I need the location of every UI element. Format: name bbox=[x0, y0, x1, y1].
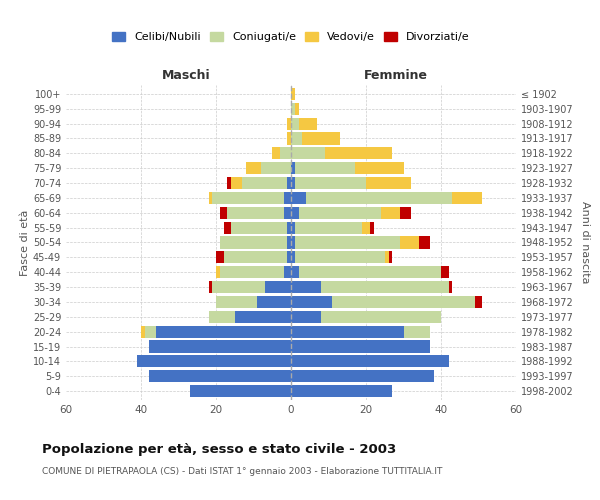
Bar bbox=[291, 102, 295, 115]
Bar bbox=[295, 162, 355, 174]
Bar bbox=[284, 206, 291, 219]
Bar bbox=[291, 88, 295, 100]
Bar bbox=[272, 148, 280, 160]
Bar bbox=[299, 206, 381, 219]
Bar bbox=[291, 118, 299, 130]
Bar bbox=[291, 370, 433, 382]
Y-axis label: Fasce di età: Fasce di età bbox=[20, 210, 30, 276]
Bar bbox=[295, 177, 366, 189]
Text: Maschi: Maschi bbox=[161, 69, 211, 82]
Bar bbox=[284, 266, 291, 278]
Bar bbox=[137, 356, 291, 368]
Bar bbox=[362, 222, 370, 234]
Bar bbox=[291, 132, 302, 144]
Bar bbox=[295, 222, 362, 234]
Bar bbox=[475, 296, 482, 308]
Bar bbox=[216, 252, 223, 264]
Bar bbox=[257, 296, 291, 308]
Bar bbox=[366, 177, 411, 189]
Legend: Celibi/Nubili, Coniugati/e, Vedovi/e, Divorziati/e: Celibi/Nubili, Coniugati/e, Vedovi/e, Di… bbox=[108, 28, 474, 47]
Bar bbox=[321, 281, 449, 293]
Bar bbox=[404, 326, 430, 338]
Bar bbox=[231, 222, 287, 234]
Bar bbox=[291, 266, 299, 278]
Bar bbox=[449, 281, 452, 293]
Bar bbox=[261, 162, 291, 174]
Bar bbox=[287, 252, 291, 264]
Bar bbox=[209, 310, 235, 323]
Bar bbox=[235, 310, 291, 323]
Bar bbox=[190, 385, 291, 397]
Bar bbox=[291, 356, 449, 368]
Text: Popolazione per età, sesso e stato civile - 2003: Popolazione per età, sesso e stato civil… bbox=[42, 442, 396, 456]
Bar bbox=[291, 281, 321, 293]
Bar bbox=[284, 192, 291, 204]
Bar bbox=[325, 148, 392, 160]
Bar bbox=[400, 236, 419, 248]
Bar bbox=[381, 206, 400, 219]
Bar bbox=[149, 370, 291, 382]
Bar bbox=[149, 340, 291, 352]
Bar bbox=[441, 266, 449, 278]
Bar bbox=[295, 102, 299, 115]
Bar bbox=[209, 281, 212, 293]
Bar bbox=[295, 252, 385, 264]
Bar bbox=[306, 192, 452, 204]
Bar bbox=[291, 236, 295, 248]
Bar bbox=[280, 148, 291, 160]
Bar bbox=[355, 162, 404, 174]
Bar bbox=[227, 177, 231, 189]
Bar bbox=[287, 118, 291, 130]
Bar bbox=[287, 236, 291, 248]
Bar bbox=[291, 222, 295, 234]
Bar bbox=[291, 177, 295, 189]
Bar bbox=[141, 326, 145, 338]
Bar bbox=[332, 296, 475, 308]
Bar bbox=[385, 252, 389, 264]
Bar bbox=[216, 296, 257, 308]
Bar bbox=[265, 281, 291, 293]
Bar bbox=[216, 266, 220, 278]
Bar bbox=[321, 310, 441, 323]
Text: Femmine: Femmine bbox=[364, 69, 428, 82]
Bar bbox=[291, 385, 392, 397]
Bar bbox=[291, 296, 332, 308]
Bar bbox=[220, 236, 287, 248]
Bar bbox=[291, 252, 295, 264]
Text: COMUNE DI PIETRAPAOLA (CS) - Dati ISTAT 1° gennaio 2003 - Elaborazione TUTTITALI: COMUNE DI PIETRAPAOLA (CS) - Dati ISTAT … bbox=[42, 468, 442, 476]
Bar bbox=[291, 148, 325, 160]
Bar bbox=[212, 281, 265, 293]
Bar bbox=[223, 252, 287, 264]
Bar bbox=[291, 326, 404, 338]
Bar bbox=[212, 192, 284, 204]
Bar bbox=[156, 326, 291, 338]
Bar bbox=[291, 206, 299, 219]
Bar bbox=[145, 326, 156, 338]
Bar bbox=[302, 132, 340, 144]
Bar bbox=[291, 310, 321, 323]
Bar bbox=[287, 177, 291, 189]
Bar bbox=[291, 340, 430, 352]
Bar bbox=[419, 236, 430, 248]
Bar bbox=[246, 162, 261, 174]
Bar bbox=[295, 236, 400, 248]
Bar bbox=[209, 192, 212, 204]
Bar bbox=[223, 222, 231, 234]
Bar bbox=[299, 118, 317, 130]
Bar bbox=[452, 192, 482, 204]
Bar bbox=[231, 177, 242, 189]
Bar bbox=[220, 206, 227, 219]
Bar bbox=[299, 266, 441, 278]
Bar bbox=[242, 177, 287, 189]
Bar bbox=[287, 132, 291, 144]
Bar bbox=[220, 266, 284, 278]
Y-axis label: Anni di nascita: Anni di nascita bbox=[580, 201, 590, 284]
Bar bbox=[291, 162, 295, 174]
Bar bbox=[370, 222, 373, 234]
Bar bbox=[227, 206, 284, 219]
Bar bbox=[400, 206, 411, 219]
Bar bbox=[389, 252, 392, 264]
Bar bbox=[287, 222, 291, 234]
Bar bbox=[291, 192, 306, 204]
